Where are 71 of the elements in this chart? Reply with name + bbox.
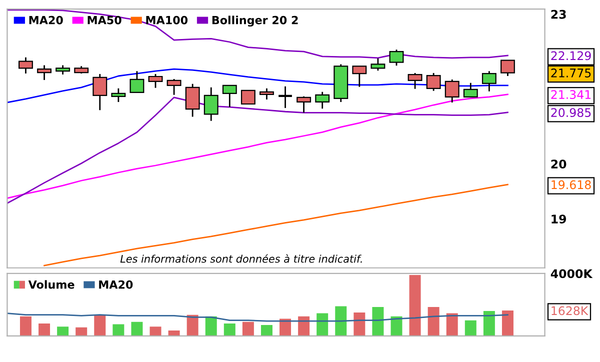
- legend-label: MA20: [99, 280, 133, 289]
- bar: [502, 310, 514, 336]
- legend-label: MA50: [88, 16, 122, 24]
- candlestick: [500, 60, 515, 77]
- bar: [168, 330, 180, 336]
- bar: [186, 314, 198, 336]
- bar: [76, 327, 88, 336]
- candlestick: [148, 73, 163, 89]
- candlestick: [389, 48, 404, 66]
- bar: [298, 316, 310, 336]
- bar: [464, 320, 476, 336]
- line-series: [7, 312, 508, 322]
- candlestick: [260, 88, 274, 100]
- candlestick: [277, 86, 294, 109]
- candlestick: [111, 88, 126, 103]
- bar: [150, 326, 162, 336]
- y-tick-label: 23: [551, 10, 566, 19]
- candlestick: [296, 96, 312, 114]
- candlestick: [315, 91, 330, 110]
- y-tick-label: 19.618: [552, 180, 591, 190]
- y-tick-label: 21.775: [551, 68, 591, 78]
- candlestick: [408, 72, 422, 90]
- candlestick: [240, 90, 256, 105]
- bar: [354, 312, 366, 336]
- bar: [316, 313, 328, 336]
- candlestick: [426, 72, 441, 92]
- candlestick: [92, 73, 108, 111]
- bar: [38, 323, 50, 336]
- bar: [112, 324, 124, 336]
- candlestick: [18, 56, 33, 74]
- candlestick: [482, 70, 496, 92]
- candlestick: [166, 78, 182, 96]
- candlestick: [204, 86, 218, 122]
- legend-label: MA100: [146, 16, 188, 24]
- annotation: Les informations sont données à titre indicatif.: [120, 254, 362, 263]
- candlestick: [130, 70, 144, 94]
- y-tick-label: 20.985: [551, 108, 591, 118]
- legend-label: Bollinger 20 2: [212, 16, 298, 27]
- bar: [131, 322, 143, 336]
- y-tick-label: 4000K: [550, 269, 593, 278]
- line-series: [44, 184, 508, 266]
- y-tick-label: 22.129: [551, 51, 591, 60]
- bar: [372, 307, 384, 336]
- bar: [260, 325, 272, 336]
- candlestick: [37, 64, 52, 81]
- bar: [446, 313, 458, 336]
- bar: [57, 326, 69, 336]
- bar: [94, 314, 106, 336]
- y-tick-label: 19: [552, 214, 566, 224]
- bar: [20, 316, 32, 336]
- candlestick: [463, 82, 478, 98]
- bar: [390, 316, 402, 336]
- candlestick: [370, 58, 386, 72]
- bar: [205, 316, 217, 336]
- bar: [483, 310, 495, 336]
- candlestick: [352, 65, 367, 88]
- candlestick: [444, 78, 460, 104]
- y-tick-label: 20: [551, 160, 566, 169]
- bar: [224, 323, 236, 336]
- candlestick: [56, 64, 70, 76]
- y-tick-label: 21.341: [551, 90, 591, 100]
- candlestick: [222, 84, 237, 108]
- bar: [335, 306, 347, 336]
- bar: [409, 275, 421, 336]
- y-tick-label: 1628K: [552, 306, 588, 316]
- legend-label: Volume: [28, 280, 74, 289]
- bar: [242, 322, 254, 336]
- line-series: [7, 68, 508, 104]
- legend-label: MA20: [29, 16, 63, 24]
- bar: [428, 307, 440, 336]
- candlestick: [185, 83, 200, 118]
